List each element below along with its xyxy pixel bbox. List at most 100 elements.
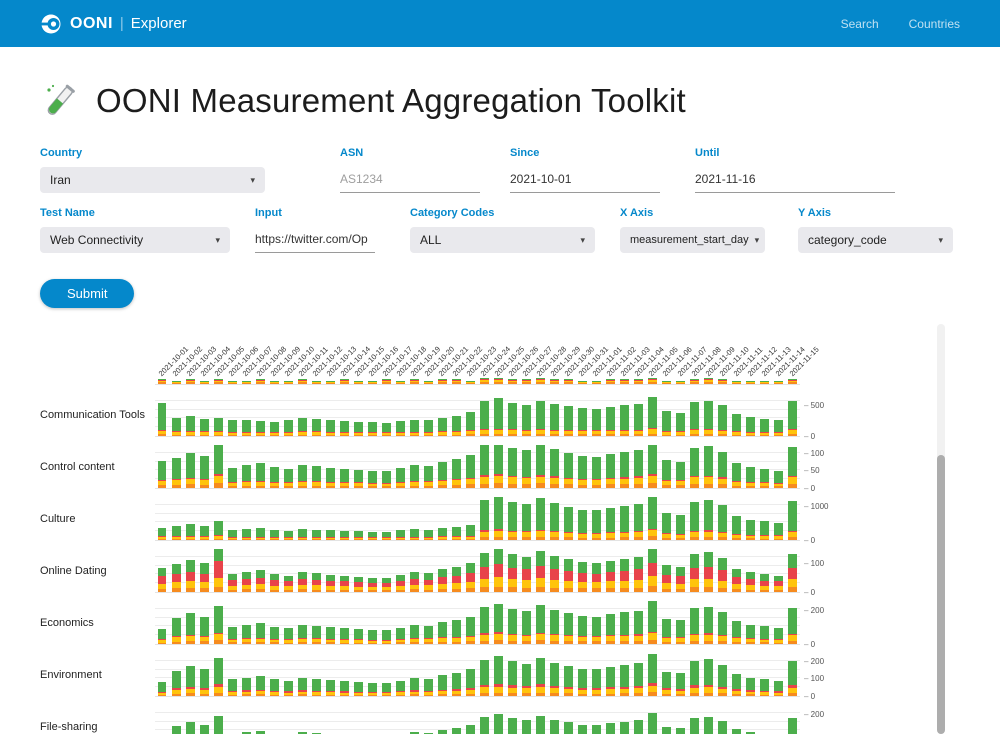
bar[interactable] <box>197 378 211 384</box>
bar[interactable] <box>211 393 225 436</box>
bar[interactable] <box>421 378 435 384</box>
bar[interactable] <box>323 549 337 592</box>
bar[interactable] <box>155 601 169 644</box>
bar[interactable] <box>169 497 183 540</box>
bar[interactable] <box>169 601 183 644</box>
bar[interactable] <box>744 378 758 384</box>
bar[interactable] <box>337 497 351 540</box>
bar[interactable] <box>267 601 281 644</box>
bar[interactable] <box>183 393 197 436</box>
bar[interactable] <box>211 378 225 384</box>
bar[interactable] <box>337 445 351 488</box>
bar[interactable] <box>744 445 758 488</box>
bar[interactable] <box>660 653 674 696</box>
bar[interactable] <box>421 549 435 592</box>
bar[interactable] <box>407 705 421 734</box>
bar[interactable] <box>197 653 211 696</box>
bar[interactable] <box>772 601 786 644</box>
bar[interactable] <box>337 378 351 384</box>
bar[interactable] <box>519 601 533 644</box>
bar[interactable] <box>618 445 632 488</box>
bar[interactable] <box>505 378 519 384</box>
bar[interactable] <box>491 393 505 436</box>
bar[interactable] <box>575 378 589 384</box>
bar[interactable] <box>533 378 547 384</box>
bar[interactable] <box>393 549 407 592</box>
bar[interactable] <box>211 653 225 696</box>
bar[interactable] <box>744 393 758 436</box>
y-axis-select[interactable]: category_code ▾ <box>798 227 953 253</box>
bar[interactable] <box>337 393 351 436</box>
bar[interactable] <box>604 601 618 644</box>
bar[interactable] <box>730 497 744 540</box>
bar[interactable] <box>547 378 561 384</box>
bar[interactable] <box>295 445 309 488</box>
bar[interactable] <box>772 549 786 592</box>
bar[interactable] <box>225 549 239 592</box>
bar[interactable] <box>519 549 533 592</box>
bar[interactable] <box>772 497 786 540</box>
bar[interactable] <box>295 378 309 384</box>
bar[interactable] <box>211 705 225 734</box>
bar[interactable] <box>702 393 716 436</box>
bar[interactable] <box>604 497 618 540</box>
bar[interactable] <box>561 378 575 384</box>
bar[interactable] <box>575 549 589 592</box>
bar[interactable] <box>267 378 281 384</box>
bar[interactable] <box>561 601 575 644</box>
bar[interactable] <box>632 445 646 488</box>
bar[interactable] <box>393 601 407 644</box>
bar[interactable] <box>183 497 197 540</box>
bar[interactable] <box>323 705 337 734</box>
bar[interactable] <box>716 705 730 734</box>
bar[interactable] <box>646 705 660 734</box>
bar[interactable] <box>505 497 519 540</box>
bar[interactable] <box>730 705 744 734</box>
bar[interactable] <box>519 378 533 384</box>
bar[interactable] <box>688 705 702 734</box>
bar[interactable] <box>575 705 589 734</box>
bar[interactable] <box>561 705 575 734</box>
bar[interactable] <box>477 653 491 696</box>
bar[interactable] <box>197 549 211 592</box>
bar[interactable] <box>646 445 660 488</box>
bar[interactable] <box>323 653 337 696</box>
input-field[interactable] <box>255 227 375 253</box>
bar[interactable] <box>519 445 533 488</box>
bar[interactable] <box>281 497 295 540</box>
bar[interactable] <box>435 445 449 488</box>
bar[interactable] <box>547 601 561 644</box>
bar[interactable] <box>772 445 786 488</box>
bar[interactable] <box>183 378 197 384</box>
bar[interactable] <box>155 393 169 436</box>
bar[interactable] <box>463 497 477 540</box>
bar[interactable] <box>772 393 786 436</box>
bar[interactable] <box>351 653 365 696</box>
bar[interactable] <box>449 445 463 488</box>
bar[interactable] <box>421 497 435 540</box>
bar[interactable] <box>477 705 491 734</box>
bar[interactable] <box>716 601 730 644</box>
bar[interactable] <box>281 705 295 734</box>
bar[interactable] <box>197 601 211 644</box>
bar[interactable] <box>295 601 309 644</box>
bar[interactable] <box>491 705 505 734</box>
bar[interactable] <box>295 705 309 734</box>
bar[interactable] <box>239 378 253 384</box>
bar[interactable] <box>155 445 169 488</box>
bar[interactable] <box>281 393 295 436</box>
bar[interactable] <box>183 705 197 734</box>
bar[interactable] <box>589 653 603 696</box>
bar[interactable] <box>421 445 435 488</box>
bar[interactable] <box>744 601 758 644</box>
bar[interactable] <box>632 705 646 734</box>
bar[interactable] <box>379 601 393 644</box>
bar[interactable] <box>169 653 183 696</box>
bar[interactable] <box>786 445 800 488</box>
bar[interactable] <box>674 497 688 540</box>
bar[interactable] <box>267 705 281 734</box>
bar[interactable] <box>491 497 505 540</box>
bar[interactable] <box>267 497 281 540</box>
bar[interactable] <box>575 601 589 644</box>
bar[interactable] <box>618 497 632 540</box>
